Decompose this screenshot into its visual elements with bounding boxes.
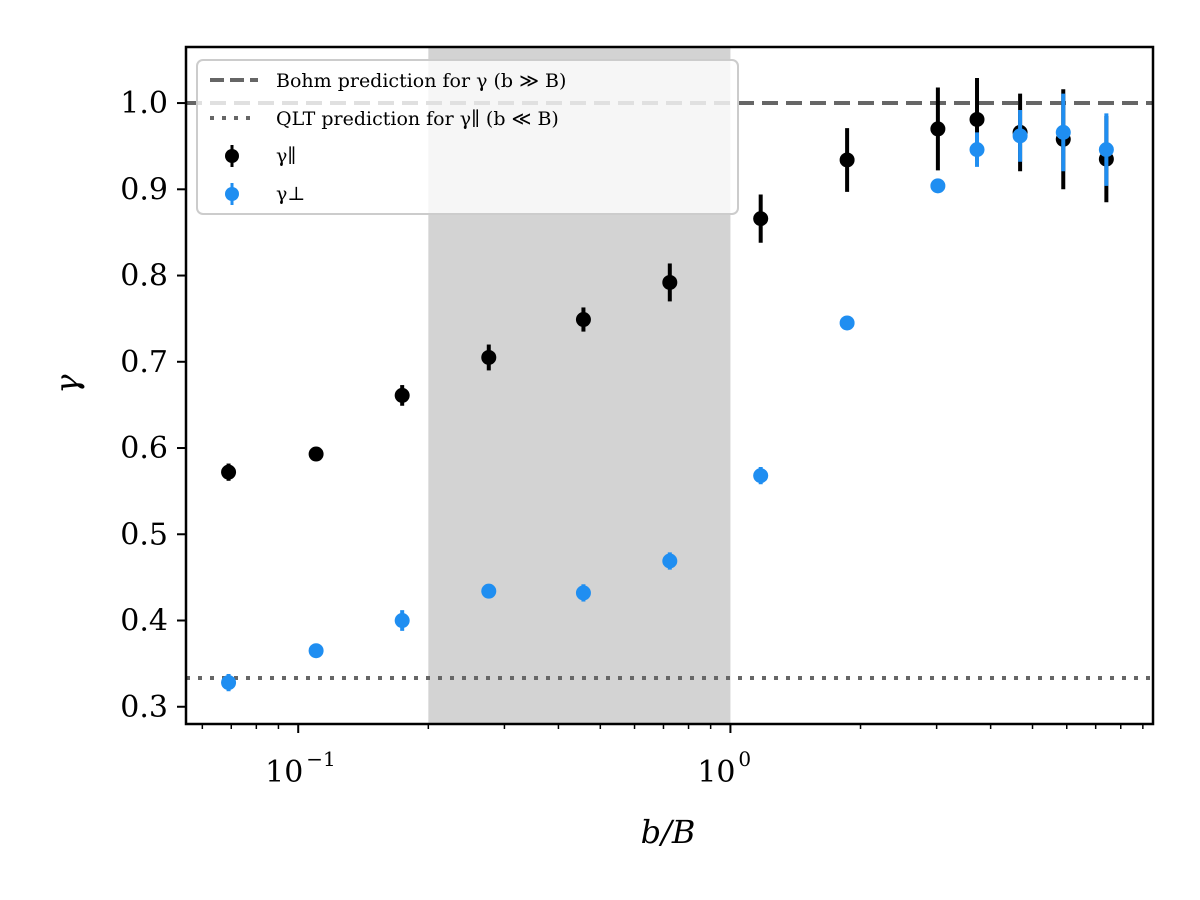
- x-tick-label: 10: [265, 755, 303, 790]
- data-point: [969, 111, 985, 127]
- plot-frame: [184, 45, 1155, 726]
- data-point: [753, 468, 769, 484]
- legend-gamma-perp-marker: [225, 187, 239, 201]
- data-point: [662, 553, 678, 569]
- y-tick-label: 0.4: [120, 604, 168, 639]
- legend-gamma-par-marker: [225, 149, 239, 163]
- y-tick-label: 0.6: [120, 431, 168, 466]
- x-tick-label-exponent: 0: [738, 747, 751, 771]
- data-point: [394, 387, 410, 403]
- x-axis-label: b/B: [641, 813, 696, 851]
- x-tick-label: 10: [697, 755, 735, 790]
- data-point: [753, 211, 769, 227]
- data-point: [1098, 142, 1114, 158]
- data-point: [394, 613, 410, 629]
- data-point: [481, 349, 497, 365]
- series-gamma-perp: [221, 93, 1114, 692]
- data-point: [969, 142, 985, 158]
- x-tick-label-exponent: −1: [306, 747, 335, 771]
- data-point: [839, 152, 855, 168]
- y-tick-label: 0.8: [120, 259, 168, 294]
- data-point: [575, 312, 591, 328]
- y-tick-label: 0.5: [120, 517, 168, 552]
- axes: 0.30.40.50.60.70.80.91.010 −1 10 0: [120, 86, 1144, 790]
- data-points: [221, 78, 1114, 692]
- data-point: [308, 446, 324, 462]
- y-tick-label: 0.3: [120, 690, 168, 725]
- y-axis-label: γ: [48, 374, 86, 394]
- y-tick-label: 0.7: [120, 345, 168, 380]
- legend-gamma-par-label: γ∥: [276, 145, 296, 167]
- data-point: [930, 121, 946, 137]
- legend-gamma-perp-label: γ⊥: [276, 183, 305, 205]
- legend-bohm-label: Bohm prediction for γ (b ≫ B): [276, 70, 566, 92]
- data-point: [1055, 124, 1071, 140]
- data-point: [221, 464, 237, 480]
- data-point: [839, 315, 855, 331]
- y-tick-label: 1.0: [120, 86, 168, 121]
- data-point: [1012, 128, 1028, 144]
- y-tick-label: 0.9: [120, 172, 168, 207]
- data-point: [575, 585, 591, 601]
- legend: Bohm prediction for γ (b ≫ B) QLT predic…: [196, 59, 739, 215]
- data-point: [662, 274, 678, 290]
- data-point: [308, 643, 324, 659]
- legend-qlt-label: QLT prediction for γ∥ (b ≪ B): [276, 108, 559, 130]
- data-point: [221, 675, 237, 691]
- data-point: [481, 583, 497, 599]
- legend-box: [196, 59, 739, 215]
- data-point: [930, 178, 946, 194]
